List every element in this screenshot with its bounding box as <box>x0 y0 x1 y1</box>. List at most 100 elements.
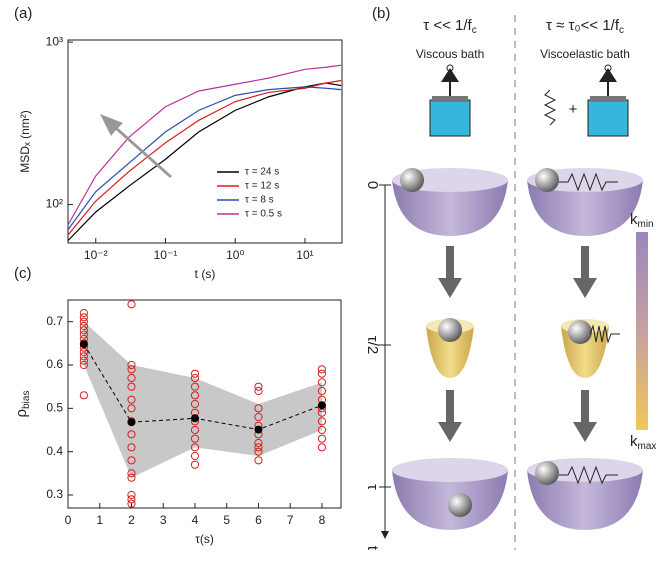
sample-point <box>79 317 88 326</box>
sample-point <box>317 378 327 387</box>
x-tick-label: 6 <box>255 513 262 527</box>
legend-label: τ = 0.5 s <box>245 209 282 220</box>
panel-label: (c) <box>14 265 32 282</box>
k-sub: max <box>638 441 657 452</box>
sample-point <box>190 460 200 469</box>
y-tick-label: 10³ <box>46 34 63 48</box>
sample-point <box>254 412 263 422</box>
dashpot: + <box>543 64 629 137</box>
line-series <box>67 64 342 226</box>
plot-frame <box>67 299 342 509</box>
sample-point <box>254 447 263 456</box>
trend-arrow <box>100 114 172 178</box>
line-series <box>67 79 342 236</box>
mean-point <box>317 401 326 410</box>
sample-point <box>127 495 136 504</box>
sample-point <box>127 373 136 383</box>
condition: τ ≈ τ₀<< 1/fc <box>546 17 624 36</box>
sample-point <box>79 352 88 361</box>
sample-point <box>254 438 263 448</box>
spring <box>543 89 557 126</box>
sample-point <box>190 399 200 409</box>
x-tick-label: 5 <box>223 513 230 527</box>
sample-point <box>79 313 88 322</box>
process-arrows <box>438 246 597 442</box>
mean-point <box>190 414 199 423</box>
bath-title: Viscoelastic bath <box>540 47 630 61</box>
sample-point <box>317 443 327 452</box>
sample-point <box>79 391 88 400</box>
sample-point <box>317 417 327 426</box>
dashpot <box>429 64 471 137</box>
k: k <box>630 433 638 450</box>
y-axis-label: ρbias <box>13 391 32 418</box>
y-axis-label-main: ρ <box>13 409 30 418</box>
condition-sub: c <box>472 25 477 36</box>
y-tick-label: 0.6 <box>46 357 63 371</box>
sample-point <box>127 430 136 439</box>
sample-point <box>317 434 327 443</box>
sample-point <box>190 443 200 452</box>
mean-point <box>254 425 263 434</box>
sample-point <box>127 443 136 452</box>
condition-main: τ << 1/f <box>423 17 472 34</box>
y-tick-label: 0.3 <box>46 487 63 501</box>
sample-point <box>127 365 136 374</box>
sample-point <box>127 404 136 413</box>
x-tick-label: 10⁻¹ <box>154 248 178 262</box>
svg-text:+: + <box>569 101 578 118</box>
sample-point <box>127 456 136 465</box>
time-label: τ <box>364 484 381 490</box>
x-tick-label: 4 <box>192 513 199 527</box>
sample-point <box>254 386 263 396</box>
sample-point <box>79 321 88 331</box>
sample-point <box>79 308 88 318</box>
mean-point <box>127 418 136 427</box>
sample-point <box>127 300 136 309</box>
panel-b: (b) τ << 1/fc Viscous bath τ ≈ τ₀<< 1/fc… <box>364 5 656 551</box>
sample-point <box>190 451 200 461</box>
sample-point <box>79 326 88 335</box>
condition: τ << 1/fc <box>423 17 476 36</box>
line-series <box>67 82 342 242</box>
x-tick-label: 10¹ <box>296 248 313 262</box>
sample-point <box>79 360 88 370</box>
sample-point <box>127 360 136 370</box>
spread-band <box>83 321 322 478</box>
sample-point <box>254 382 263 391</box>
colorbar-label: kmin <box>630 211 654 230</box>
mean-point <box>79 340 88 349</box>
condition-sub: c <box>619 25 624 36</box>
x-tick-label: 2 <box>128 513 135 527</box>
panel-label: (b) <box>372 5 390 22</box>
k: k <box>630 211 638 228</box>
k-sub: min <box>638 219 654 230</box>
x-tick-label: 3 <box>160 513 167 527</box>
x-axis-label: τ(s) <box>195 532 214 546</box>
sample-point <box>127 499 136 508</box>
legend-label: τ = 8 s <box>245 195 274 206</box>
y-tick-label: 0.5 <box>46 401 63 415</box>
sample-point <box>79 347 88 357</box>
x-tick-label: 10⁻² <box>84 248 108 262</box>
bath-title: Viscous bath <box>416 47 485 61</box>
plot-frame <box>67 39 343 244</box>
sample-point <box>79 356 88 365</box>
condition-main: τ ≈ τ₀<< 1/f <box>546 17 620 34</box>
sample-point <box>190 425 200 435</box>
x-tick-label: 7 <box>287 513 294 527</box>
sample-point <box>190 382 200 391</box>
sample-point <box>190 369 200 378</box>
legend-label: τ = 24 s <box>245 167 279 178</box>
sample-point <box>190 391 200 400</box>
sample-point <box>254 404 263 413</box>
panel-label: (a) <box>14 5 32 22</box>
legend-label: τ = 12 s <box>245 181 279 192</box>
colorbar-label: kmax <box>630 433 656 452</box>
trap-top <box>392 168 643 236</box>
trap-bottom <box>392 458 643 530</box>
plots: 10⁻² 10⁻¹ 10⁰ 10¹ 10² 10³ (a) t (s) MSDₓ (nm²) τ … <box>13 5 343 546</box>
x-axis-label: t (s) <box>195 267 216 281</box>
time-label: t <box>364 546 381 551</box>
